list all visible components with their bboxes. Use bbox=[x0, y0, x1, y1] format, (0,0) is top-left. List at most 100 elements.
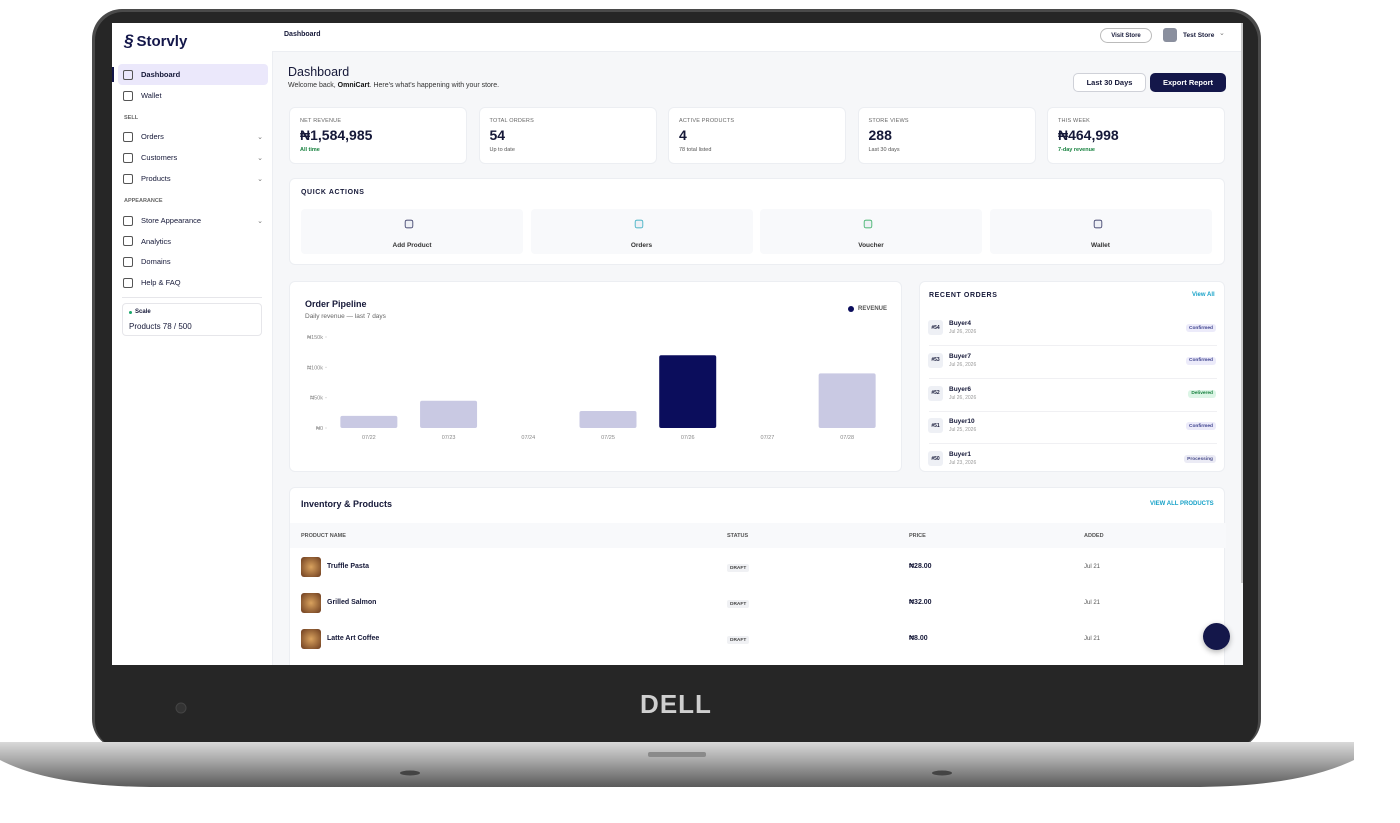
section-title: RECENT ORDERS bbox=[929, 292, 998, 299]
chat-button[interactable] bbox=[1203, 623, 1230, 650]
nav-icon bbox=[123, 173, 133, 184]
order-date: Jul 25, 2026 bbox=[949, 427, 977, 434]
order-id: #51 bbox=[928, 418, 943, 434]
nav-item[interactable]: Analytics bbox=[123, 234, 263, 249]
active-bar bbox=[112, 67, 114, 82]
active-highlight bbox=[118, 64, 268, 85]
action-icon bbox=[634, 219, 643, 229]
nav-label: Wallet bbox=[141, 91, 162, 100]
nav-icon bbox=[123, 131, 133, 142]
range-button[interactable]: Last 30 Days bbox=[1073, 73, 1146, 92]
plan-dot bbox=[129, 310, 132, 314]
table-header bbox=[290, 523, 1226, 548]
nav-item[interactable]: Domains bbox=[123, 254, 263, 269]
x-tick-label: 07/24 bbox=[521, 435, 535, 441]
stat-card: ACTIVE PRODUCTS 4 78 total listed bbox=[668, 107, 846, 164]
order-row[interactable]: #50 Buyer1 Jul 23, 2026 Processing bbox=[920, 449, 1226, 477]
row-divider bbox=[929, 345, 1217, 346]
order-date: Jul 26, 2026 bbox=[949, 329, 977, 335]
view-all-link[interactable]: VIEW ALL PRODUCTS bbox=[1150, 501, 1214, 507]
nav-item[interactable]: Products ⌄ bbox=[123, 171, 263, 186]
page-title: Dashboard bbox=[288, 65, 350, 79]
bar bbox=[818, 373, 876, 428]
nav-item[interactable]: Dashboard bbox=[123, 67, 263, 82]
export-button[interactable]: Export Report bbox=[1150, 73, 1226, 92]
store-name: OmniCart bbox=[337, 82, 370, 89]
product-thumb bbox=[301, 557, 321, 577]
nav-label: Analytics bbox=[141, 236, 172, 246]
quick-action[interactable]: Orders bbox=[530, 209, 753, 254]
price: ₦28.00 bbox=[909, 563, 932, 570]
stat-note: 7-day revenue bbox=[1058, 147, 1095, 153]
welcome-suffix: . Here's what's happening with your stor… bbox=[369, 82, 500, 89]
status-badge: Delivered bbox=[1188, 389, 1216, 398]
stat-card: STORE VIEWS 288 Last 30 days bbox=[857, 107, 1036, 164]
x-tick-label: 07/23 bbox=[442, 435, 456, 441]
order-row[interactable]: #51 Buyer10 Jul 25, 2026 Confirmed bbox=[920, 416, 1226, 445]
legend-label: REVENUE bbox=[858, 306, 888, 312]
chevron: ⌄ bbox=[257, 175, 263, 183]
nav-item[interactable]: Orders ⌄ bbox=[123, 129, 263, 144]
price: ₦8.00 bbox=[909, 635, 928, 642]
order-row[interactable]: #52 Buyer6 Jul 26, 2026 Delivered bbox=[920, 384, 1226, 412]
order-id: #50 bbox=[928, 451, 943, 467]
plan-box: Scale Products 78 / 500 bbox=[122, 303, 262, 336]
nav-icon bbox=[123, 277, 133, 288]
section-heading: SELL bbox=[124, 115, 139, 121]
product-thumb bbox=[301, 593, 321, 613]
nav-item[interactable]: Customers ⌄ bbox=[123, 150, 263, 165]
user-name[interactable]: Test Store bbox=[1183, 32, 1215, 39]
stat-value: 288 bbox=[868, 127, 892, 143]
product-thumb bbox=[301, 629, 321, 649]
action-label: Orders bbox=[630, 242, 653, 249]
added-date: Jul 21 bbox=[1084, 636, 1101, 642]
x-tick-label: 07/27 bbox=[761, 435, 775, 441]
x-tick-label: 07/26 bbox=[681, 435, 695, 441]
product-name: Grilled Salmon bbox=[327, 599, 377, 606]
order-id: #53 bbox=[928, 352, 943, 368]
inventory: Inventory & Products VIEW ALL PRODUCTS PRO… bbox=[289, 487, 1226, 665]
column-header: PRODUCT NAME bbox=[301, 533, 346, 539]
x-tick-label: 07/25 bbox=[601, 435, 615, 441]
quick-action[interactable]: Wallet bbox=[989, 209, 1212, 254]
bar bbox=[659, 355, 717, 428]
plan-usage: Products 78 / 500 bbox=[129, 322, 192, 331]
stat-value: 4 bbox=[679, 127, 687, 143]
nav-item[interactable]: Wallet bbox=[123, 88, 263, 103]
order-date: Jul 26, 2026 bbox=[949, 394, 977, 401]
legend: REVENUE bbox=[848, 306, 887, 312]
stat-value: 54 bbox=[489, 127, 506, 143]
added-date: Jul 21 bbox=[1084, 600, 1101, 606]
brand-icon: § bbox=[124, 31, 134, 50]
status-badge: DRAFT bbox=[727, 600, 750, 608]
order-row[interactable]: #54 Buyer4 Jul 26, 2026 Confirmed bbox=[920, 318, 1226, 346]
bar bbox=[579, 411, 637, 428]
view-all-link[interactable]: View All bbox=[1192, 292, 1215, 298]
action-label: Wallet bbox=[1091, 242, 1110, 249]
recent-orders: RECENT ORDERS View All #54 Buyer4 Jul 26, 20… bbox=[919, 281, 1225, 472]
order-row[interactable]: #53 Buyer7 Jul 26, 2026 Confirmed bbox=[920, 351, 1226, 379]
quick-action[interactable]: Voucher bbox=[760, 209, 982, 254]
stat-label: NET REVENUE bbox=[300, 118, 342, 124]
row-divider bbox=[929, 410, 1217, 412]
y-tick-label: ₦50k bbox=[310, 396, 323, 402]
nav-item[interactable]: Help & FAQ bbox=[123, 275, 263, 290]
stat-note: Last 30 days bbox=[868, 147, 900, 153]
chevron: ⌄ bbox=[1219, 30, 1225, 37]
legend-swatch bbox=[848, 306, 854, 312]
nav-label: Orders bbox=[141, 132, 164, 141]
scrollbar bbox=[1241, 23, 1243, 583]
quick-action[interactable]: Add Product bbox=[301, 209, 523, 254]
bar bbox=[420, 400, 478, 428]
row-divider bbox=[929, 377, 1217, 379]
nav-label: Help & FAQ bbox=[141, 278, 181, 288]
visit-store-button[interactable]: Visit Store bbox=[1100, 28, 1152, 43]
section-heading: APPEARANCE bbox=[124, 198, 163, 204]
sidebar: § Storvly Dashboard Wallet SELL Orders ⌄ Custom… bbox=[112, 23, 273, 665]
nav-item[interactable]: Store Appearance ⌄ bbox=[123, 213, 263, 228]
stat-label: TOTAL ORDERS bbox=[489, 118, 534, 124]
chevron: ⌄ bbox=[257, 217, 263, 225]
nav-label: Dashboard bbox=[141, 70, 181, 79]
price: ₦32.00 bbox=[909, 599, 932, 606]
